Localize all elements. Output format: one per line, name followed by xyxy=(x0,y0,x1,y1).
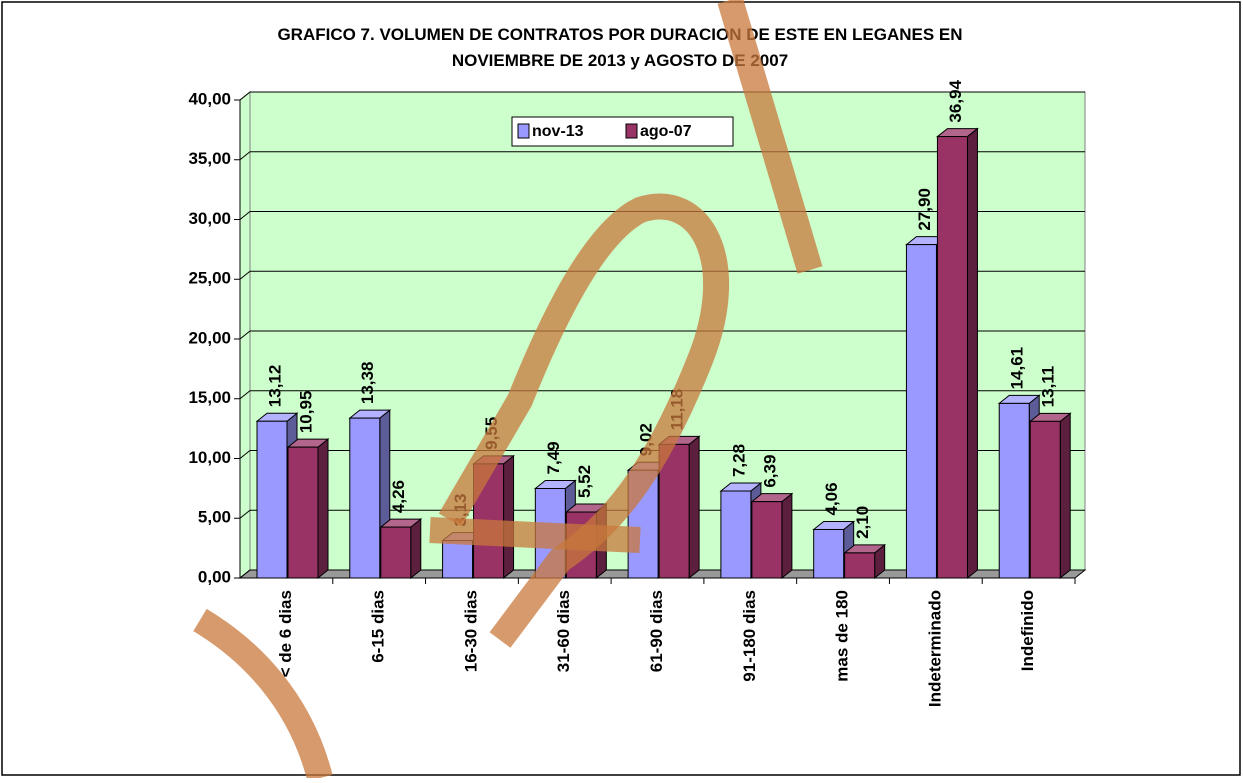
watermark-stroke xyxy=(193,608,333,782)
grid-line xyxy=(239,390,1085,400)
bar-front xyxy=(349,417,381,579)
data-label: 4,26 xyxy=(389,480,408,513)
data-label: 7,49 xyxy=(544,441,563,474)
data-label: 6,39 xyxy=(760,455,779,488)
bar-front xyxy=(905,244,937,579)
y-tick-label: 0,00 xyxy=(198,567,231,586)
bar xyxy=(286,438,330,580)
watermark-stroke xyxy=(717,0,823,274)
bar-front xyxy=(1029,420,1061,579)
grid-line xyxy=(239,330,1085,340)
chart-subtitle: NOVIEMBRE DE 2013 y AGOSTO DE 2007 xyxy=(452,51,788,70)
bar-side xyxy=(410,518,422,580)
grid-line xyxy=(239,211,1085,220)
x-tick-label: 91-180 dias xyxy=(740,590,759,682)
grid-line xyxy=(239,450,1085,459)
bar-front xyxy=(256,420,288,579)
bar-front xyxy=(720,490,752,579)
bar-front xyxy=(380,526,412,579)
x-tick-label: Indeterminado xyxy=(925,590,944,707)
data-label: 14,61 xyxy=(1008,347,1027,390)
y-tick-label: 15,00 xyxy=(188,388,231,407)
bar xyxy=(750,492,794,580)
data-label: 10,95 xyxy=(296,391,315,434)
legend-swatch xyxy=(517,123,530,139)
legend-label: ago-07 xyxy=(640,123,692,140)
data-label: 2,10 xyxy=(853,506,872,539)
data-label: 36,94 xyxy=(946,79,965,122)
grid-line xyxy=(239,509,1085,519)
legend-swatch xyxy=(625,123,638,139)
bar-side xyxy=(966,127,978,580)
bar xyxy=(379,518,423,580)
bar-front xyxy=(658,443,690,579)
bar-side xyxy=(317,438,329,580)
x-tick-label: Indefinido xyxy=(1018,590,1037,671)
bar-front xyxy=(936,136,968,579)
y-tick-label: 25,00 xyxy=(188,269,231,288)
legend: nov-13 ago-07 xyxy=(511,116,734,147)
grid-line xyxy=(239,270,1085,280)
x-tick-label: 6-15 dias xyxy=(369,590,388,663)
legend-box xyxy=(511,116,734,147)
legend-label: nov-13 xyxy=(532,123,584,140)
watermark-stroke xyxy=(438,193,729,648)
data-label: 4,06 xyxy=(822,482,841,515)
bar xyxy=(1028,412,1072,580)
data-label: 13,12 xyxy=(265,365,284,408)
data-label: 5,52 xyxy=(575,465,594,498)
y-tick-label: 40,00 xyxy=(188,89,231,108)
y-tick-label: 35,00 xyxy=(188,149,231,168)
grid-line xyxy=(239,151,1085,161)
bar-front xyxy=(287,446,319,579)
bar-side xyxy=(781,492,793,580)
bar-side xyxy=(1059,412,1071,580)
bar-front xyxy=(813,528,845,579)
y-tick-label: 20,00 xyxy=(188,328,231,347)
grid-line xyxy=(239,91,1085,101)
bar xyxy=(657,435,701,580)
data-label: 27,90 xyxy=(915,188,934,231)
grid-line xyxy=(239,569,1085,579)
bar-front xyxy=(998,402,1030,579)
y-tick-label: 30,00 xyxy=(188,209,231,228)
bar xyxy=(936,127,979,580)
data-label: 7,28 xyxy=(729,444,748,477)
y-tick-label: 5,00 xyxy=(198,508,231,527)
x-tick-label: mas de 180 xyxy=(833,590,852,682)
watermark xyxy=(193,0,823,782)
x-tick-label: 16-30 dias xyxy=(461,590,480,672)
bar-front xyxy=(442,540,474,579)
bar xyxy=(843,543,887,580)
bar-front xyxy=(751,501,783,579)
y-tick-label: 10,00 xyxy=(188,448,231,467)
bar-side xyxy=(688,435,700,580)
chart-title: GRAFICO 7. VOLUMEN DE CONTRATOS POR DURA… xyxy=(277,25,962,44)
x-tick-label: 31-60 dias xyxy=(554,590,573,672)
bar-side xyxy=(503,454,515,580)
bar-front xyxy=(844,552,876,579)
x-tick-label: 61-90 dias xyxy=(647,590,666,672)
x-tick-label: < de 6 dias xyxy=(276,590,295,677)
data-label: 13,38 xyxy=(358,362,377,405)
data-label: 13,11 xyxy=(1039,366,1058,408)
